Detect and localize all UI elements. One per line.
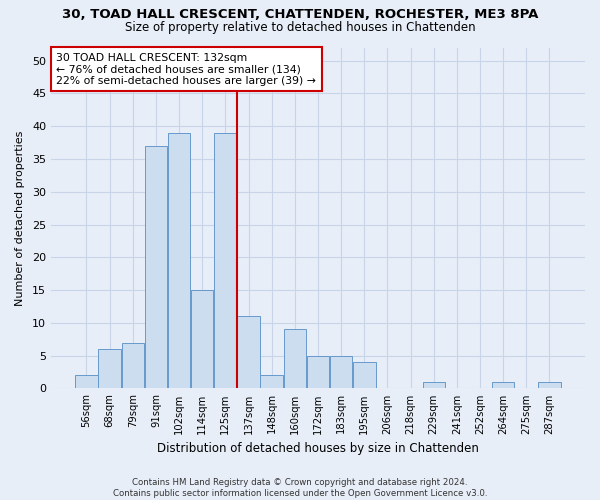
Bar xyxy=(168,132,190,388)
Bar xyxy=(191,290,214,388)
Text: 30 TOAD HALL CRESCENT: 132sqm
← 76% of detached houses are smaller (134)
22% of : 30 TOAD HALL CRESCENT: 132sqm ← 76% of d… xyxy=(56,52,316,86)
Bar xyxy=(353,362,376,388)
Bar xyxy=(98,349,121,389)
Bar xyxy=(237,316,260,388)
Bar xyxy=(122,342,144,388)
Text: Contains HM Land Registry data © Crown copyright and database right 2024.
Contai: Contains HM Land Registry data © Crown c… xyxy=(113,478,487,498)
Bar xyxy=(145,146,167,388)
Y-axis label: Number of detached properties: Number of detached properties xyxy=(15,130,25,306)
X-axis label: Distribution of detached houses by size in Chattenden: Distribution of detached houses by size … xyxy=(157,442,479,455)
Bar xyxy=(422,382,445,388)
Text: Size of property relative to detached houses in Chattenden: Size of property relative to detached ho… xyxy=(125,21,475,34)
Text: 30, TOAD HALL CRESCENT, CHATTENDEN, ROCHESTER, ME3 8PA: 30, TOAD HALL CRESCENT, CHATTENDEN, ROCH… xyxy=(62,8,538,20)
Bar xyxy=(75,376,98,388)
Bar xyxy=(538,382,561,388)
Bar xyxy=(214,132,236,388)
Bar xyxy=(330,356,352,388)
Bar xyxy=(307,356,329,388)
Bar xyxy=(492,382,514,388)
Bar xyxy=(260,376,283,388)
Bar xyxy=(284,330,306,388)
